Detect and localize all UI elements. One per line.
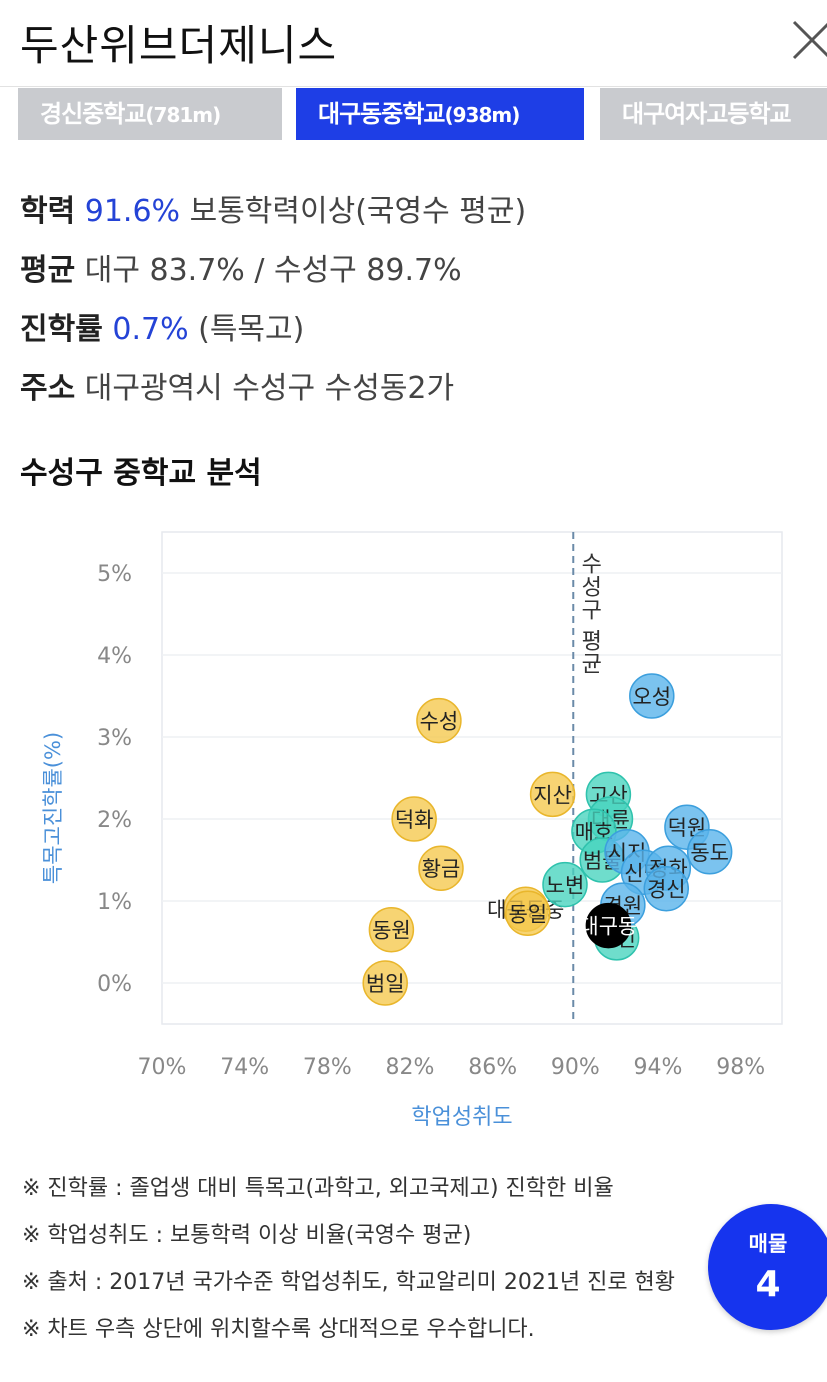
data-point-label: 황금 — [422, 857, 461, 881]
advancement-row: 진학률 0.7% (특목고) — [20, 304, 304, 348]
data-point-marker — [368, 906, 415, 953]
tab-school-3-name: 대구여자고등학교 — [622, 100, 792, 128]
x-tick-label: 94% — [634, 1055, 683, 1080]
data-point: 오성 — [629, 673, 675, 719]
academic-label: 학력 — [20, 194, 76, 229]
data-point-marker — [362, 960, 408, 1006]
listings-label: 매물 — [748, 1232, 788, 1256]
tab-school-1[interactable]: 경신중학교(781m) — [18, 88, 282, 140]
data-point-label: 대구동 — [579, 915, 637, 939]
data-point-label: 동도 — [690, 841, 729, 865]
data-point: 수성 — [416, 697, 462, 744]
section-title: 수성구 중학교 분석 — [20, 456, 262, 491]
average-label: 평균 — [20, 253, 76, 288]
data-point-marker — [391, 796, 437, 842]
x-tick-label: 82% — [386, 1055, 435, 1080]
data-point-marker — [529, 771, 576, 818]
y-tick-label: 4% — [97, 644, 132, 669]
advancement-value: 0.7% — [112, 312, 189, 347]
note-1: ※ 진학률 : 졸업생 대비 특목고(과학고, 외고국제고) 진학한 비율 — [22, 1176, 614, 1201]
data-point-label: 수성 — [420, 710, 459, 734]
y-tick-label: 2% — [97, 808, 132, 833]
average-row: 평균 대구 83.7% / 수성구 89.7% — [20, 245, 462, 289]
note-3: ※ 출처 : 2017년 국가수준 학업성취도, 학교알리미 2021년 진로 … — [22, 1270, 676, 1295]
y-tick-label: 5% — [97, 562, 132, 587]
academic-row: 학력 91.6% 보통학력이상(국영수 평균) — [20, 186, 526, 230]
data-point-label: 지산 — [533, 783, 572, 807]
address-label: 주소 — [20, 371, 76, 406]
data-point-label: 노변 — [546, 874, 585, 898]
data-point: 황금 — [418, 845, 464, 891]
data-point: 경신 — [643, 865, 690, 912]
academic-value: 91.6% — [84, 194, 181, 229]
advancement-desc: (특목고) — [198, 312, 305, 347]
tab-school-1-distance: (781m) — [145, 103, 221, 127]
note-2: ※ 학업성취도 : 보통학력 이상 비율(국영수 평균) — [22, 1223, 472, 1248]
y-axis-title: 특목고진학률(%) — [41, 732, 65, 884]
data-point-marker — [542, 861, 588, 908]
header-divider — [0, 86, 827, 87]
data-point: 동도 — [686, 829, 733, 875]
x-tick-label: 90% — [551, 1055, 600, 1080]
x-tick-label: 98% — [716, 1055, 765, 1080]
tab-school-3[interactable]: 대구여자고등학교 — [600, 88, 827, 140]
listings-count: 4 — [755, 1264, 781, 1305]
data-point: 범일 — [362, 960, 408, 1006]
data-point-marker — [686, 829, 733, 875]
close-icon[interactable] — [790, 18, 827, 62]
advancement-label: 진학률 — [20, 312, 103, 347]
x-tick-label: 86% — [468, 1055, 517, 1080]
y-tick-label: 0% — [97, 972, 132, 997]
data-point: 지산 — [529, 771, 576, 818]
tab-school-2[interactable]: 대구동중학교(938m) — [296, 88, 584, 140]
average-value: 대구 83.7% / 수성구 89.7% — [84, 253, 462, 288]
data-point-label: 덕화 — [395, 808, 434, 832]
data-point-marker — [585, 902, 632, 949]
academic-desc: 보통학력이상(국영수 평균) — [189, 194, 527, 229]
address-value: 대구광역시 수성구 수성동2가 — [84, 371, 455, 406]
data-point: 대구동 — [579, 902, 637, 949]
data-point-marker — [643, 865, 690, 912]
data-point-label: 범일 — [366, 972, 405, 996]
data-point-label: 오성 — [632, 685, 671, 709]
listings-button[interactable]: 매물 4 — [708, 1204, 827, 1330]
data-point-label: 동원 — [372, 919, 411, 943]
data-point-label: 경신 — [647, 878, 686, 902]
header: 두산위브더제니스 — [0, 0, 827, 86]
data-point-marker — [505, 890, 551, 937]
tab-school-1-name: 경신중학교 — [40, 100, 146, 128]
plot-area — [161, 531, 783, 1025]
data-point-marker — [629, 673, 675, 719]
scatter-chart: 0% 1% 2% 3% 4% 5% 70% 74% 78% 82% 86% 90% 94% 98% 수성구 … — [41, 531, 783, 1130]
reference-line-label: 수성구 평균 — [577, 552, 602, 675]
data-point-marker — [418, 845, 464, 891]
address-row: 주소 대구광역시 수성구 수성동2가 — [20, 363, 454, 407]
tab-school-2-name: 대구동중학교 — [318, 100, 445, 128]
data-point-label: 동일 — [508, 902, 547, 926]
tab-school-2-distance: (938m) — [444, 103, 520, 127]
x-tick-label: 74% — [220, 1055, 269, 1080]
data-point: 노변 — [542, 861, 588, 908]
data-point-marker — [416, 697, 462, 744]
data-point: 동원 — [368, 906, 415, 953]
y-tick-label: 1% — [97, 890, 132, 915]
page-title: 두산위브더제니스 — [20, 21, 338, 70]
data-point: 덕화 — [391, 796, 437, 842]
x-tick-label: 78% — [303, 1055, 352, 1080]
x-tick-label: 70% — [138, 1055, 187, 1080]
x-axis-title: 학업성취도 — [411, 1105, 512, 1130]
data-point: 동일 — [505, 890, 551, 937]
school-tabs: 경신중학교(781m) 대구동중학교(938m) 대구여자고등학교 — [0, 86, 827, 142]
y-tick-label: 3% — [97, 726, 132, 751]
note-4: ※ 차트 우측 상단에 위치할수록 상대적으로 우수합니다. — [22, 1317, 535, 1342]
